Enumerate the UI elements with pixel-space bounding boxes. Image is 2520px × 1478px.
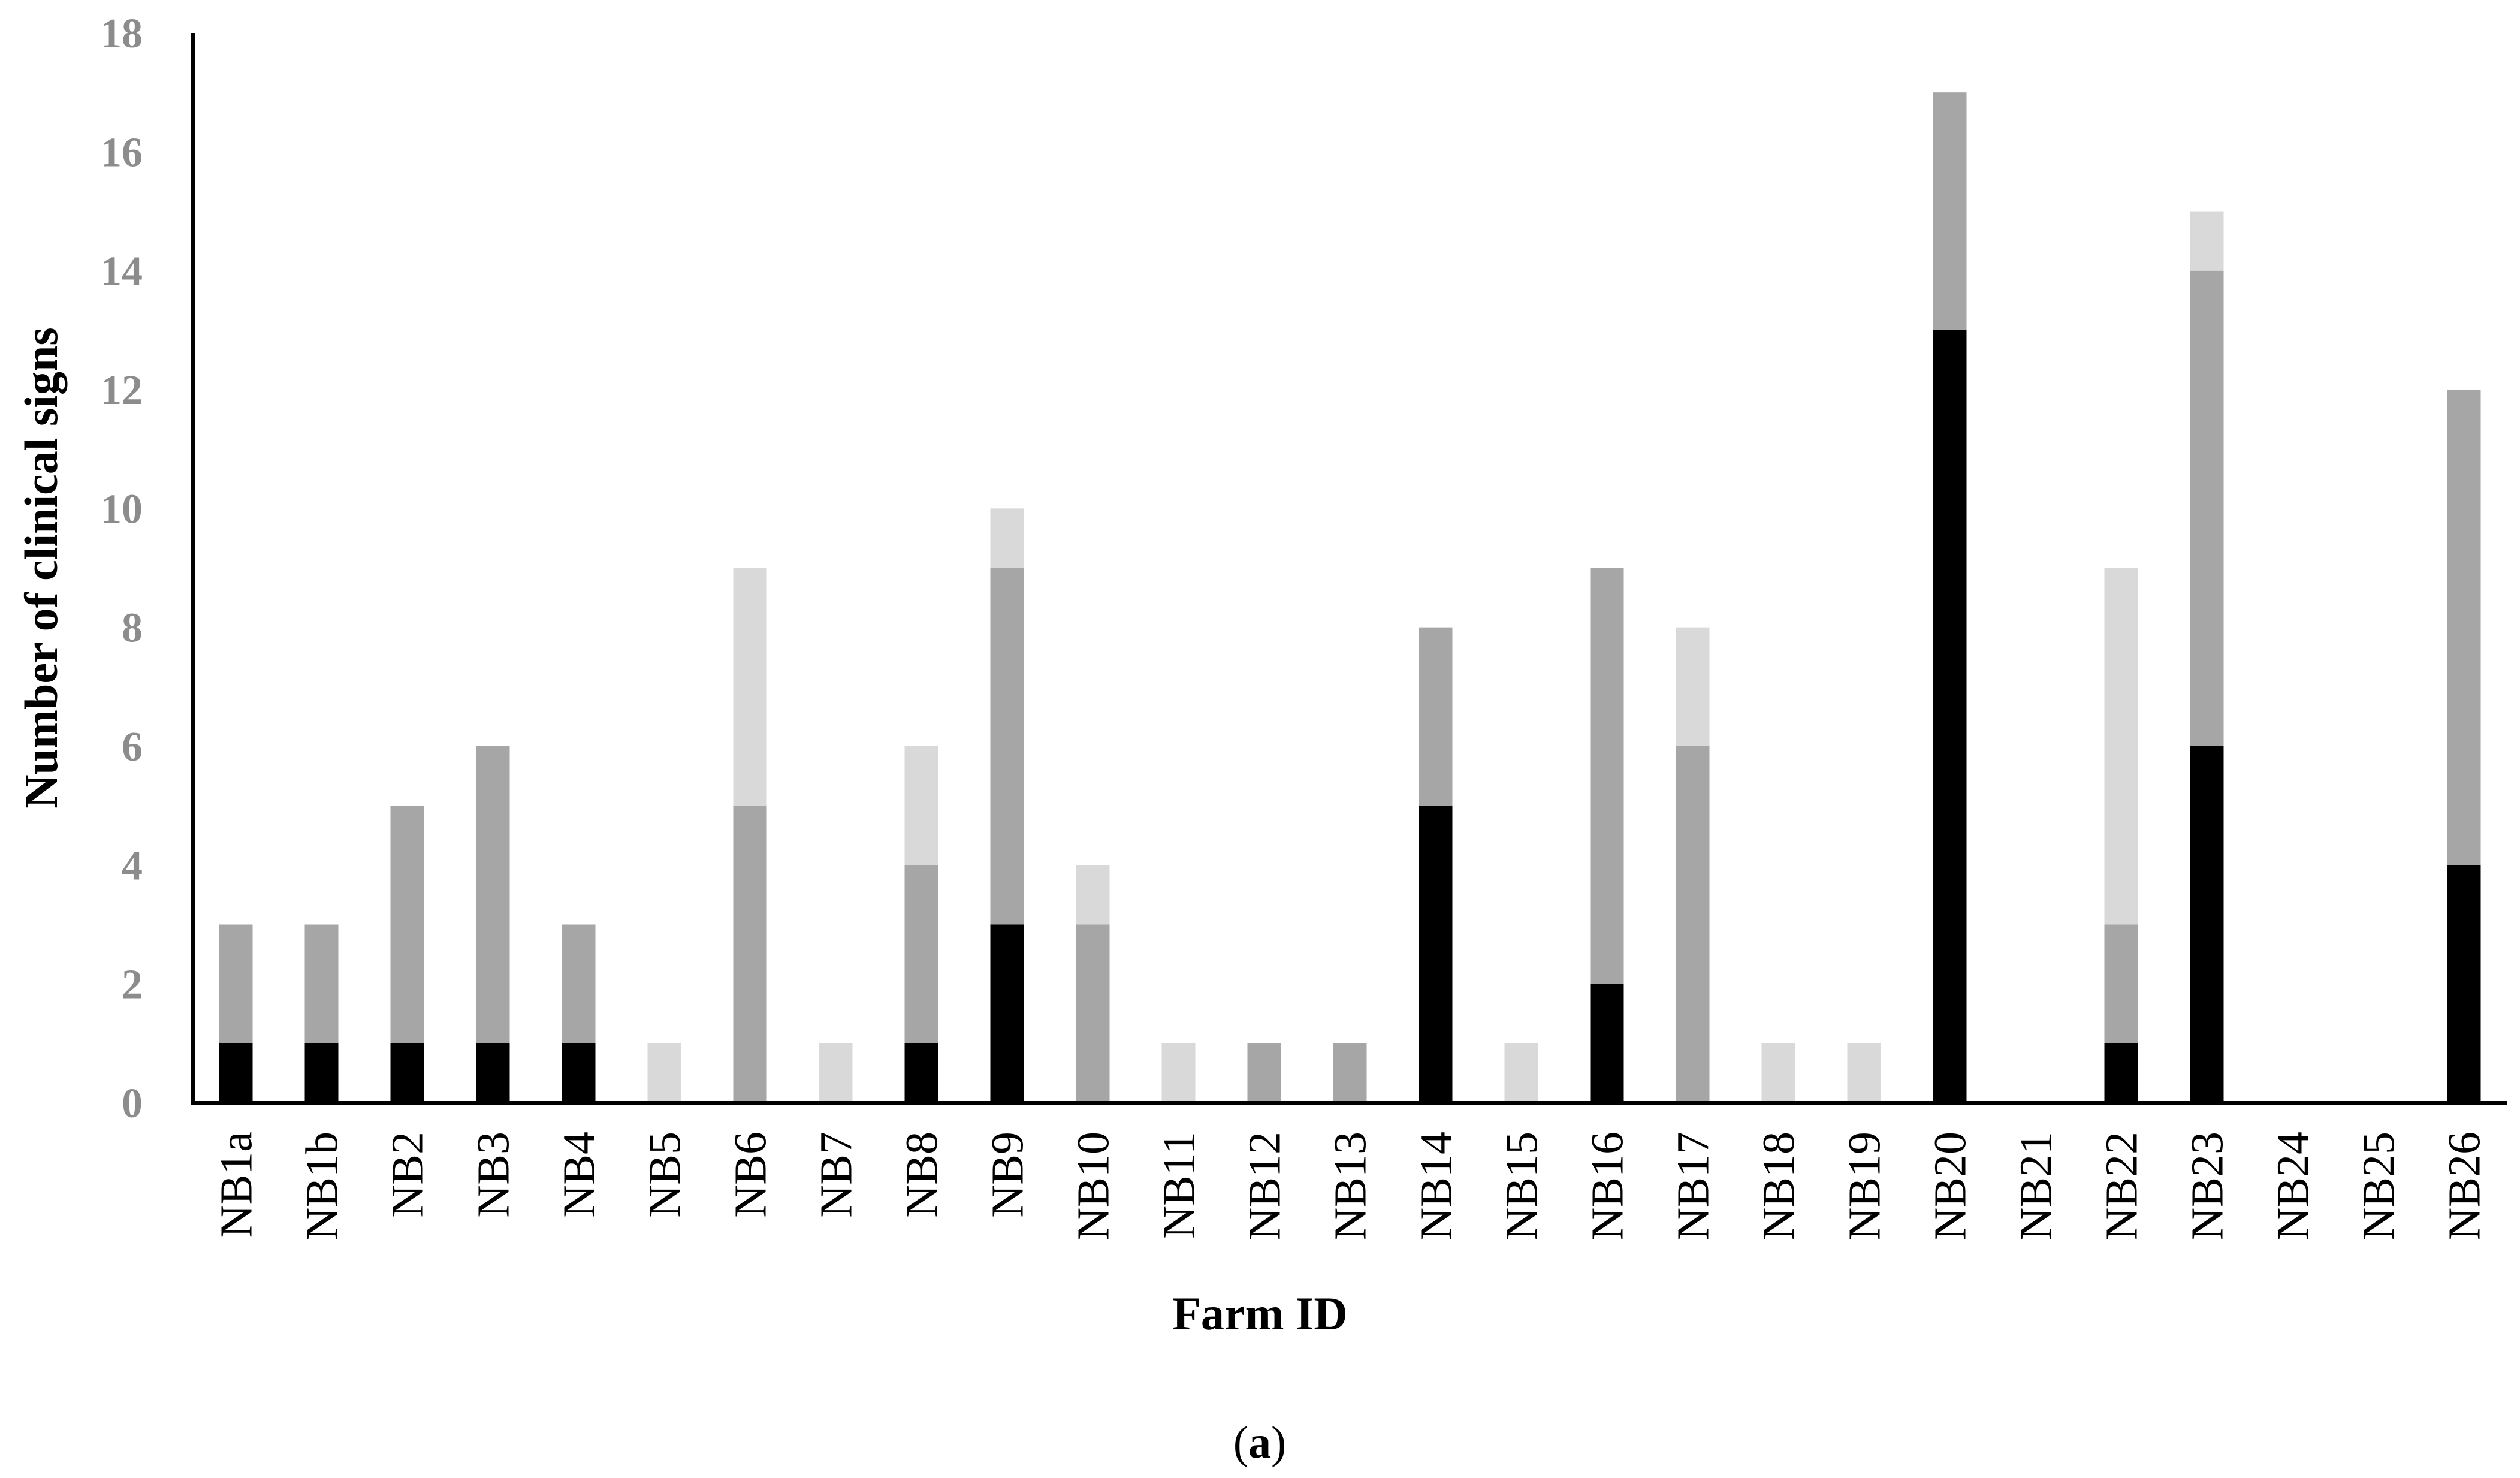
- bar-segment: [1419, 806, 1453, 1103]
- x-tick-label: NB11: [1154, 1132, 1205, 1239]
- bar-segment: [1590, 568, 1624, 984]
- y-tick-label: 8: [122, 605, 143, 651]
- bar-segment: [2447, 865, 2481, 1103]
- bar-segment: [476, 1043, 510, 1103]
- y-tick-label: 16: [101, 129, 143, 176]
- y-tick-label: 18: [101, 11, 143, 57]
- bar-segment: [476, 746, 510, 1043]
- y-tick-label: 0: [122, 1081, 143, 1127]
- bar-segment: [1761, 1043, 1795, 1103]
- bar-segment: [2190, 270, 2224, 747]
- bar-segment: [304, 1043, 339, 1103]
- bar-segment: [733, 568, 767, 806]
- x-tick-label: NB17: [1668, 1132, 1719, 1241]
- y-axis-title: Number of clinical signs: [15, 327, 67, 808]
- x-tick-labels: NB1a NB1b NB2 NB3 NB4 NB5 NB6 NB7 NB8 NB9 NB10 NB11…: [212, 1132, 2490, 1241]
- bar-segment: [562, 1043, 596, 1103]
- x-tick-label: NB4: [554, 1132, 605, 1218]
- y-tick-label: 14: [101, 249, 143, 295]
- bar-segment: [2447, 390, 2481, 865]
- x-tick-label: NB1b: [297, 1132, 348, 1241]
- bar-segment: [1333, 1043, 1367, 1103]
- bar-segment: [2190, 746, 2224, 1103]
- x-tick-label: NB10: [1069, 1132, 1119, 1241]
- bar-segment: [819, 1043, 853, 1103]
- bar-segment: [2104, 924, 2138, 1043]
- x-tick-label: NB18: [1754, 1132, 1804, 1241]
- bar-segment: [1590, 984, 1624, 1103]
- y-tick-label: 6: [122, 724, 143, 770]
- bar-segment: [1676, 746, 1710, 1103]
- y-tick-label: 12: [101, 367, 143, 414]
- x-tick-label: NB25: [2354, 1132, 2404, 1241]
- bar-segment: [904, 746, 938, 865]
- x-tick-label: NB7: [811, 1132, 862, 1218]
- bar-segment: [1076, 865, 1110, 925]
- x-tick-label: NB23: [2183, 1132, 2233, 1241]
- bars-layer: [219, 92, 2481, 1103]
- x-tick-label: NB1a: [212, 1132, 262, 1238]
- bar-segment: [1161, 1043, 1196, 1103]
- bar-segment: [390, 806, 424, 1043]
- caption-letter: a: [1248, 1417, 1271, 1468]
- y-tick-labels: 0 2 4 6 8 10 12 14 16 18: [101, 11, 143, 1127]
- bar-segment: [219, 924, 253, 1043]
- bar-segment: [904, 1043, 938, 1103]
- x-tick-label: NB21: [2011, 1132, 2062, 1241]
- y-tick-label: 4: [122, 843, 143, 889]
- bar-segment: [904, 865, 938, 1043]
- figure-caption: (a): [1233, 1417, 1287, 1468]
- bar-segment: [1933, 92, 1967, 330]
- bar-segment: [562, 924, 596, 1043]
- x-tick-label: NB26: [2440, 1132, 2490, 1241]
- x-tick-label: NB2: [383, 1132, 433, 1218]
- bar-segment: [733, 806, 767, 1103]
- x-tick-label: NB12: [1240, 1132, 1290, 1241]
- bar-segment: [2104, 568, 2138, 925]
- bar-segment: [390, 1043, 424, 1103]
- x-tick-label: NB16: [1583, 1132, 1633, 1241]
- bar-segment: [2190, 211, 2224, 271]
- x-tick-label: NB20: [1926, 1132, 1976, 1241]
- bar-segment: [304, 924, 339, 1043]
- bar-segment: [1247, 1043, 1281, 1103]
- y-tick-label: 10: [101, 486, 143, 532]
- x-tick-label: NB24: [2268, 1132, 2319, 1241]
- x-tick-label: NB6: [726, 1132, 776, 1218]
- bar-segment: [1933, 330, 1967, 1103]
- bar-segment: [1504, 1043, 1538, 1103]
- bar-segment: [1076, 924, 1110, 1103]
- bar-segment: [219, 1043, 253, 1103]
- bar-segment: [1419, 627, 1453, 806]
- bar-segment: [990, 924, 1024, 1103]
- caption-close: ): [1271, 1417, 1286, 1468]
- x-tick-label: NB13: [1326, 1132, 1376, 1241]
- x-tick-label: NB8: [897, 1132, 947, 1218]
- x-tick-label: NB9: [983, 1132, 1033, 1218]
- x-tick-label: NB22: [2097, 1132, 2147, 1241]
- x-tick-label: NB15: [1497, 1132, 1547, 1241]
- bar-segment: [2104, 1043, 2138, 1103]
- bar-segment: [647, 1043, 681, 1103]
- bar-segment: [990, 568, 1024, 925]
- bar-segment: [990, 508, 1024, 568]
- bar-segment: [1847, 1043, 1881, 1103]
- caption-open: (: [1233, 1417, 1248, 1468]
- bar-segment: [1676, 627, 1710, 746]
- x-axis-title: Farm ID: [1172, 1287, 1347, 1340]
- x-tick-label: NB3: [469, 1132, 519, 1218]
- x-tick-label: NB19: [1840, 1132, 1890, 1241]
- x-tick-label: NB5: [640, 1132, 690, 1218]
- y-tick-label: 2: [122, 962, 143, 1008]
- x-tick-label: NB14: [1411, 1132, 1462, 1241]
